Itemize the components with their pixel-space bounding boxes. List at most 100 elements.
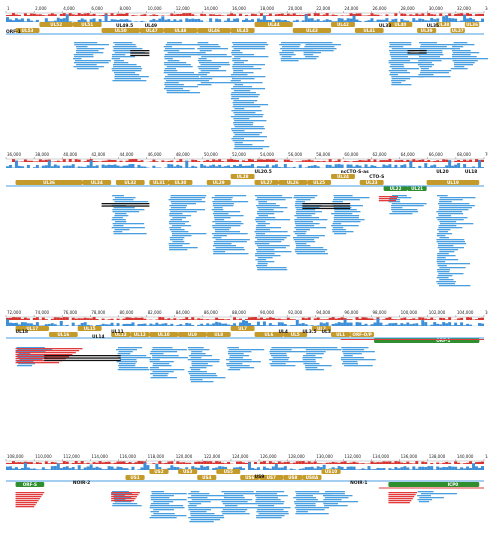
- coverage-bar-blue: [382, 325, 386, 326]
- read-blue: [295, 251, 326, 253]
- coverage-bar-blue: [56, 463, 60, 470]
- read-blue: [232, 102, 255, 104]
- coverage-bar-blue: [304, 467, 308, 470]
- coverage-bar-red: [197, 461, 201, 464]
- tick-label: 14,000: [204, 6, 218, 11]
- tick-label: 30,000: [429, 6, 443, 11]
- read-blue: [295, 491, 320, 493]
- coverage-bar-blue: [475, 466, 479, 470]
- coverage-bar-red: [110, 463, 114, 464]
- coverage-bar-blue: [481, 466, 484, 470]
- coverage-bar-blue: [274, 164, 278, 168]
- coverage-bar-blue: [107, 21, 111, 22]
- read-blue: [419, 42, 437, 44]
- read-blue: [117, 353, 131, 355]
- coverage-bar-red: [313, 318, 317, 320]
- read-blue: [75, 46, 88, 48]
- coverage-bar-red: [77, 462, 81, 464]
- coverage-bar-red: [406, 461, 410, 464]
- read-blue: [233, 86, 253, 88]
- coverage-bar-blue: [89, 160, 93, 168]
- read-blue: [256, 497, 279, 499]
- read-blue: [169, 213, 183, 215]
- coverage-bar-red: [59, 463, 63, 464]
- coverage-bar-red: [203, 461, 207, 464]
- coverage-bar-red: [301, 317, 305, 320]
- coverage-bar-blue: [158, 324, 162, 326]
- coverage-bar-red: [385, 160, 389, 162]
- coverage-bar-blue: [316, 325, 320, 326]
- coverage-bar-red: [68, 159, 72, 162]
- coverage-bar-red: [224, 463, 228, 464]
- read-blue: [149, 369, 185, 371]
- coverage-bar-blue: [8, 466, 12, 470]
- coverage-bar-red: [412, 318, 416, 320]
- coverage-bar-red: [271, 462, 275, 464]
- read-blue: [437, 265, 447, 267]
- coverage-bar-blue: [167, 468, 171, 470]
- coverage-bar-red: [394, 461, 398, 464]
- coverage-bar-red: [439, 161, 443, 162]
- read-blue: [293, 239, 315, 241]
- coverage-bar-blue: [451, 18, 455, 22]
- coverage-bar-blue: [412, 166, 416, 168]
- coverage-bar-blue: [221, 166, 225, 168]
- coverage-bar-red: [11, 317, 15, 320]
- coverage-bar-blue: [322, 323, 326, 326]
- read-blue: [438, 231, 448, 233]
- read-blue: [322, 501, 359, 503]
- coverage-bar-blue: [227, 18, 231, 22]
- read-blue: [164, 58, 173, 60]
- coverage-bar-blue: [442, 322, 446, 326]
- read-blue: [229, 357, 244, 359]
- read-blue: [279, 44, 301, 46]
- coverage-bar-blue: [301, 323, 305, 326]
- coverage-bar-blue: [358, 469, 362, 470]
- read-blue: [293, 231, 307, 233]
- coverage-bar-blue: [80, 166, 84, 168]
- read-blue: [439, 285, 471, 287]
- gene-label: UL6: [264, 332, 273, 337]
- read-blue: [272, 357, 290, 359]
- read-blue: [197, 78, 213, 80]
- coverage-bar-blue: [346, 164, 350, 168]
- read-blue: [388, 50, 415, 52]
- coverage-bar-blue: [268, 19, 272, 22]
- coverage-bar-blue: [20, 18, 24, 22]
- read-blue: [233, 112, 256, 114]
- gene-arrow: [240, 475, 260, 480]
- read-blue: [113, 233, 147, 235]
- coverage-bar-blue: [233, 323, 237, 326]
- coverage-bar-blue: [215, 467, 219, 470]
- read-blue: [171, 233, 207, 235]
- read-blue: [74, 44, 109, 46]
- coverage-bar-red: [436, 160, 440, 162]
- coverage-bar-red: [173, 14, 177, 16]
- read-blue: [305, 369, 324, 371]
- coverage-bar-red: [107, 15, 111, 16]
- coverage-bar-red: [125, 160, 129, 162]
- coverage-bar-red: [250, 317, 254, 320]
- coverage-bar-blue: [403, 466, 407, 470]
- gene-arrow: [20, 482, 40, 487]
- read-blue: [334, 215, 360, 217]
- coverage-bar-red: [343, 318, 347, 320]
- read-blue: [295, 245, 311, 247]
- coverage-bar-blue: [421, 466, 425, 470]
- read-blue: [187, 359, 220, 361]
- read-blue: [118, 365, 136, 367]
- read-blue: [112, 46, 137, 48]
- coverage-bar-blue: [409, 324, 413, 326]
- coverage-bar-red: [212, 462, 216, 464]
- feature-label: UL11: [111, 329, 123, 335]
- read-blue: [439, 201, 452, 203]
- coverage-bar-blue: [427, 20, 431, 22]
- coverage-bar-red: [161, 463, 165, 464]
- coverage-bar-blue: [247, 165, 251, 168]
- read-blue: [199, 62, 230, 64]
- read-blue: [200, 64, 230, 66]
- coverage-bar-red: [11, 159, 15, 162]
- read-blue: [438, 213, 464, 215]
- coverage-bar-blue: [394, 18, 398, 22]
- coverage-bar-red: [301, 14, 305, 16]
